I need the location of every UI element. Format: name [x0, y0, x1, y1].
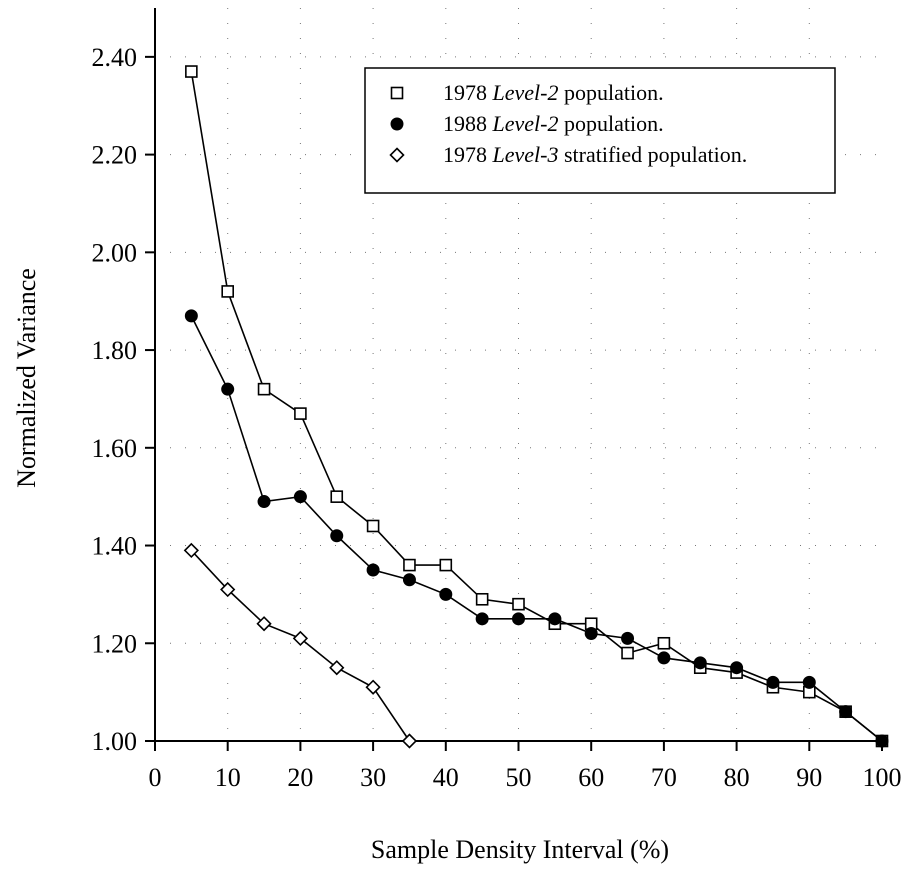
data-point — [621, 646, 634, 660]
data-point — [366, 519, 380, 533]
series-2 — [184, 309, 889, 748]
data-point — [330, 490, 344, 503]
data-point — [183, 542, 199, 559]
data-point — [766, 675, 780, 689]
data-point — [402, 573, 416, 587]
data-point — [657, 651, 671, 665]
data-point — [329, 660, 345, 676]
x-tick-label: 10 — [215, 763, 241, 792]
data-point — [875, 734, 889, 748]
x-tick-label: 20 — [287, 763, 313, 792]
data-point — [475, 612, 489, 626]
x-tick-label: 80 — [724, 763, 750, 792]
legend: 1978 Level-2 population.1988 Level-2 pop… — [364, 67, 836, 194]
legend-marker — [389, 147, 405, 163]
data-point — [185, 65, 198, 78]
legend-label: 1978 Level-2 population. — [443, 80, 664, 105]
legend-label-part: Level-3 — [492, 142, 559, 167]
data-point — [584, 626, 598, 640]
x-tick-label: 50 — [506, 763, 532, 792]
data-point — [294, 407, 307, 420]
data-point — [257, 495, 271, 509]
data-point — [439, 558, 453, 572]
data-point — [330, 529, 344, 543]
y-tick-label: 1.80 — [92, 336, 138, 365]
data-point — [512, 597, 525, 611]
y-tick-label: 1.20 — [92, 629, 138, 658]
data-point — [475, 592, 489, 606]
x-axis-label: Sample Density Interval (%) — [371, 835, 669, 864]
legend-label: 1978 Level-3 stratified population. — [443, 142, 747, 167]
data-point — [221, 285, 234, 298]
legend-marker — [390, 117, 404, 131]
x-tick-label: 60 — [578, 763, 604, 792]
x-tick-label: 90 — [796, 763, 822, 792]
data-point — [657, 636, 671, 650]
x-tick-label: 40 — [433, 763, 459, 792]
data-point — [256, 616, 272, 632]
y-axis: 1.00 1.20 1.40 1.60 1.80 2.00 2.20 2.40 — [92, 43, 155, 756]
y-tick-label: 2.40 — [92, 43, 138, 72]
y-tick-label: 1.60 — [92, 434, 138, 463]
series-layer — [183, 65, 889, 749]
y-axis-label: Normalized Variance — [12, 268, 41, 488]
x-tick-label: 100 — [863, 763, 902, 792]
y-tick-label: 1.40 — [92, 532, 138, 561]
x-axis: 0 10 20 30 40 50 60 70 80 90 100 — [149, 741, 902, 792]
data-point — [401, 733, 418, 749]
data-point — [512, 612, 525, 626]
data-point — [839, 705, 853, 719]
legend-label-part: Level-2 — [492, 80, 559, 105]
legend-label: 1988 Level-2 population. — [443, 111, 664, 136]
y-tick-label: 1.00 — [92, 727, 138, 756]
data-point — [365, 679, 381, 695]
data-point — [221, 382, 235, 396]
legend-marker — [390, 86, 404, 100]
legend-box — [364, 67, 836, 194]
data-point — [220, 581, 236, 598]
data-point — [730, 661, 744, 675]
series-line — [190, 315, 883, 742]
legend-label-part: 1988 — [443, 111, 493, 136]
data-point — [439, 587, 453, 601]
legend-label-part: 1978 — [443, 80, 493, 105]
legend-label-part: 1978 — [443, 142, 493, 167]
legend-label-part: population. — [558, 80, 663, 105]
y-tick-label: 2.20 — [92, 141, 138, 170]
data-point — [693, 656, 707, 670]
data-point — [184, 309, 198, 323]
series-3 — [183, 542, 418, 749]
legend-label-part: population. — [558, 111, 663, 136]
data-point — [366, 563, 380, 577]
data-point — [802, 675, 816, 689]
x-tick-label: 70 — [651, 763, 677, 792]
data-point — [403, 558, 416, 572]
data-point — [292, 630, 309, 647]
legend-label-part: stratified population. — [558, 142, 747, 167]
x-tick-label: 0 — [149, 763, 162, 792]
legend-label-part: Level-2 — [492, 111, 559, 136]
data-point — [621, 631, 635, 645]
data-point — [257, 382, 271, 396]
y-tick-label: 2.00 — [92, 238, 138, 267]
data-point — [293, 490, 307, 504]
x-tick-label: 30 — [360, 763, 386, 792]
data-point — [548, 612, 562, 626]
